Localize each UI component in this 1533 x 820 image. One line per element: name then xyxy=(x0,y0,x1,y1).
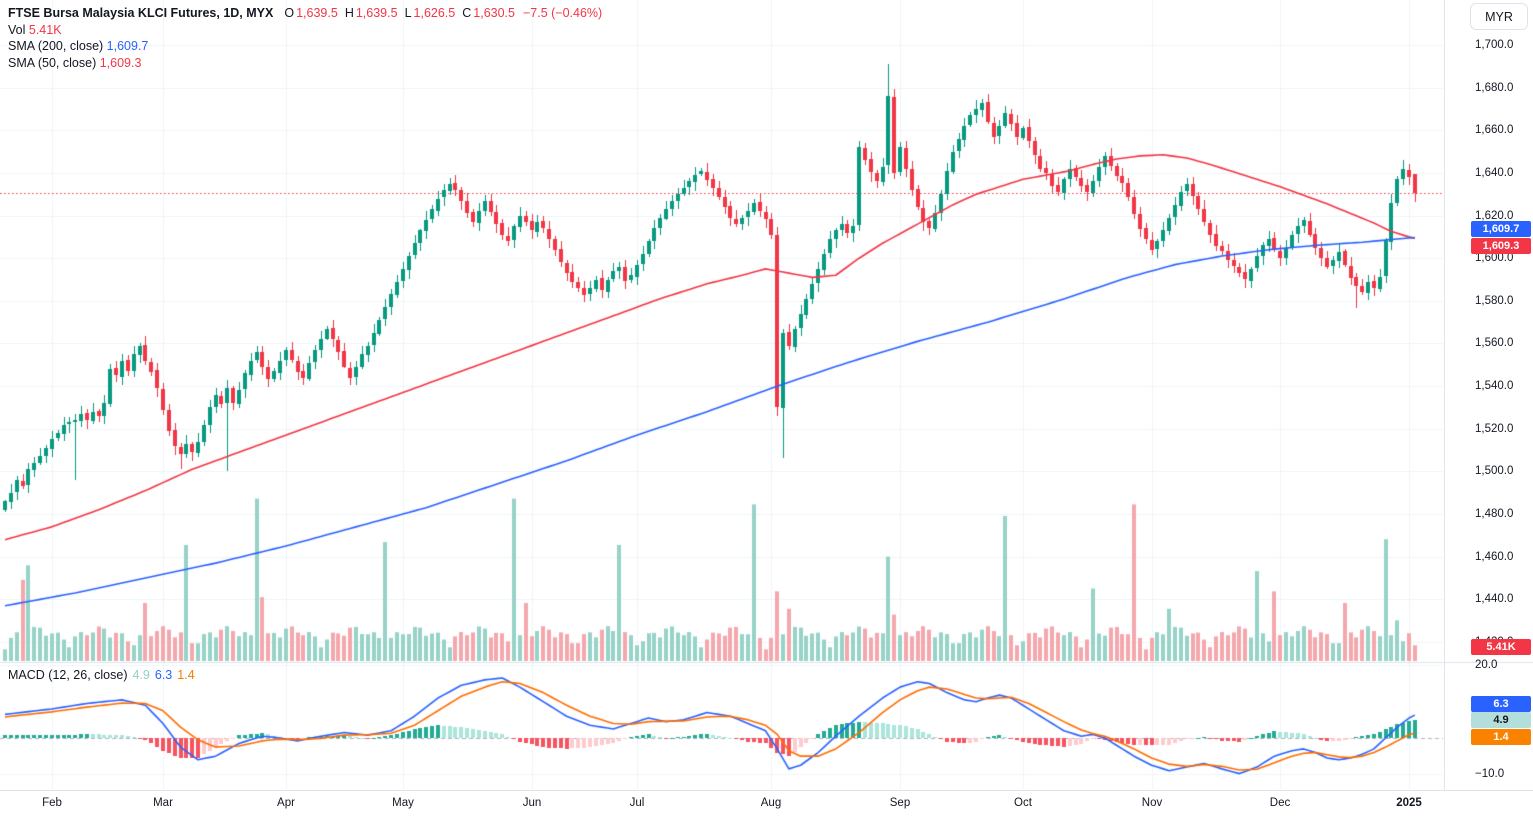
sma50-value-badge: 1,609.3 xyxy=(1471,238,1531,254)
time-axis-label-nov: Nov xyxy=(1141,797,1163,809)
macd-line-value-badge: 6.3 xyxy=(1471,696,1531,712)
volume-value: 5.41K xyxy=(28,22,62,37)
sma50-label: SMA (50, close) xyxy=(8,55,97,70)
volume-row[interactable]: Vol 5.41K xyxy=(8,22,602,39)
price-axis-label: 1,520.0 xyxy=(1475,422,1514,435)
macd-label: MACD (12, 26, close) xyxy=(8,668,128,682)
time-axis[interactable]: Feb Mar Apr May Jun Jul Aug Sep Oct Nov Dec 2025 xyxy=(0,790,1533,820)
time-axis-label-aug: Aug xyxy=(760,797,782,809)
high-value: 1,639.5 xyxy=(355,6,398,20)
time-axis-label-2025: 2025 xyxy=(1396,797,1422,809)
price-axis-label: 1,700.0 xyxy=(1475,39,1514,51)
currency-button[interactable]: MYR xyxy=(1470,3,1528,30)
time-axis-label-may: May xyxy=(392,797,414,809)
close-label: C xyxy=(462,6,472,20)
time-axis-label-feb: Feb xyxy=(42,797,62,809)
price-axis-label: 1,560.0 xyxy=(1475,337,1514,350)
macd-line-value: 6.3 xyxy=(154,668,173,682)
price-axis-label: 1,660.0 xyxy=(1475,124,1514,137)
low-value: 1,626.5 xyxy=(413,6,456,20)
change-value: −7.5 (−0.46%) xyxy=(522,6,603,20)
time-axis-label-mar: Mar xyxy=(153,797,173,809)
symbol-row: FTSE Bursa Malaysia KLCI Futures, 1D, MY… xyxy=(8,5,602,22)
price-axis-label: 1,620.0 xyxy=(1475,209,1514,222)
open-label: O xyxy=(284,6,295,20)
price-axis-label: 1,580.0 xyxy=(1475,294,1514,307)
close-value: 1,630.5 xyxy=(473,6,515,20)
volume-label: Vol xyxy=(8,22,26,37)
time-axis-label-jul: Jul xyxy=(629,797,645,809)
time-axis-label-apr: Apr xyxy=(277,797,295,809)
price-axis[interactable]: 1,700.0 1,680.0 1,660.0 1,640.0 1,620.0 1,600… xyxy=(1444,0,1533,790)
time-axis-label-jun: Jun xyxy=(522,797,542,809)
sma50-row[interactable]: SMA (50, close) 1,609.3 xyxy=(8,55,602,72)
macd-hist-value: 4.9 xyxy=(132,668,150,682)
price-axis-label: 1,680.0 xyxy=(1475,81,1514,94)
price-axis-label: 1,480.0 xyxy=(1475,508,1514,521)
high-label: H xyxy=(344,6,354,20)
sma200-label: SMA (200, close) xyxy=(8,39,104,53)
macd-axis-label: −10.0 xyxy=(1475,768,1505,781)
sma200-value-badge: 1,609.7 xyxy=(1471,221,1531,237)
sma200-row[interactable]: SMA (200, close) 1,609.7 xyxy=(8,38,602,55)
open-value: 1,639.5 xyxy=(296,6,338,20)
low-label: L xyxy=(404,6,412,20)
volume-value-badge: 5.41K xyxy=(1471,639,1531,655)
macd-legend[interactable]: MACD (12, 26, close) 4.9 6.3 1.4 xyxy=(8,668,195,682)
macd-signal-value: 1.4 xyxy=(177,668,195,682)
sma50-value: 1,609.3 xyxy=(99,55,142,70)
price-axis-label: 1,600.0 xyxy=(1475,252,1514,265)
price-axis-label: 1,460.0 xyxy=(1475,550,1514,563)
price-axis-label: 1,500.0 xyxy=(1475,465,1514,478)
macd-signal-value-badge: 1.4 xyxy=(1471,729,1531,745)
time-axis-label-sep: Sep xyxy=(889,797,911,809)
time-axis-label-oct: Oct xyxy=(1014,797,1032,809)
price-axis-label: 1,640.0 xyxy=(1475,166,1514,179)
price-axis-label: 1,440.0 xyxy=(1475,593,1514,606)
price-axis-label: 1,540.0 xyxy=(1475,380,1514,393)
time-axis-label-dec: Dec xyxy=(1269,797,1291,809)
sma200-value: 1,609.7 xyxy=(106,39,149,53)
macd-axis-label: 20.0 xyxy=(1475,659,1498,672)
symbol-title[interactable]: FTSE Bursa Malaysia KLCI Futures, 1D, MY… xyxy=(8,6,274,20)
symbol-legend: FTSE Bursa Malaysia KLCI Futures, 1D, MY… xyxy=(8,5,602,71)
macd-hist-value-badge: 4.9 xyxy=(1471,712,1531,728)
